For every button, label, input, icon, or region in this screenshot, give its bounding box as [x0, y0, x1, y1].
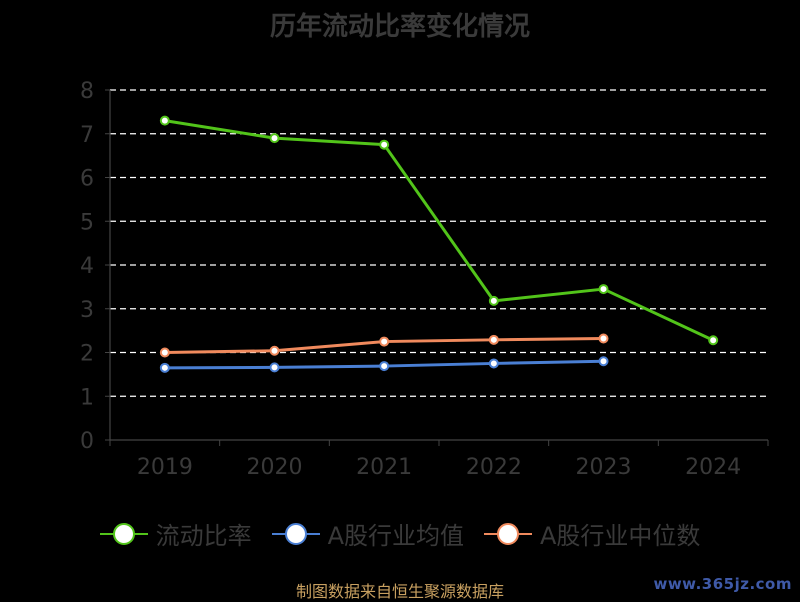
- series-group: [159, 115, 719, 373]
- y-tick-label: 4: [80, 254, 94, 279]
- data-point[interactable]: [598, 356, 609, 367]
- y-tick-label: 3: [80, 298, 94, 323]
- line-chart: 0 1 2 3 4 5 6 7 8 2019 2020 2021 2022 2023 2024: [80, 79, 769, 480]
- data-point[interactable]: [379, 361, 390, 372]
- x-tick-label: 2019: [137, 455, 193, 480]
- y-tick-label: 5: [80, 210, 94, 235]
- watermark: www.365jz.com: [653, 575, 792, 593]
- data-point[interactable]: [488, 334, 499, 345]
- y-tick-label: 0: [80, 429, 94, 454]
- legend-swatch-current-ratio: [99, 522, 148, 545]
- data-point[interactable]: [379, 336, 390, 347]
- data-point[interactable]: [598, 284, 609, 295]
- data-point[interactable]: [159, 347, 170, 358]
- data-point[interactable]: [269, 345, 280, 356]
- legend-item-industry-mean[interactable]: A股行业均值: [271, 516, 464, 551]
- data-point[interactable]: [488, 295, 499, 306]
- legend-label: 流动比率: [155, 522, 252, 550]
- series-line: [164, 119, 714, 342]
- y-tick-label: 8: [80, 79, 94, 104]
- data-point[interactable]: [488, 358, 499, 369]
- data-point[interactable]: [269, 362, 280, 373]
- legend: 流动比率 A股行业均值 A股行业中位数: [0, 516, 800, 551]
- x-tick-label: 2023: [576, 455, 632, 480]
- chart-title: 历年流动比率变化情况: [269, 12, 530, 42]
- y-tick-label: 6: [80, 167, 94, 192]
- data-point[interactable]: [379, 139, 390, 150]
- y-tick-label: 7: [80, 123, 94, 148]
- legend-swatch-industry-mean: [271, 522, 320, 545]
- x-tick-labels: 2019 2020 2021 2022 2023 2024: [137, 455, 741, 480]
- axes: [105, 89, 769, 446]
- x-tick-label: 2021: [356, 455, 412, 480]
- data-point[interactable]: [598, 333, 609, 344]
- data-point[interactable]: [159, 362, 170, 373]
- data-point[interactable]: [159, 115, 170, 126]
- x-tick-label: 2024: [685, 455, 741, 480]
- legend-item-industry-median[interactable]: A股行业中位数: [484, 516, 700, 551]
- legend-label: A股行业中位数: [540, 522, 701, 550]
- x-tick-label: 2020: [247, 455, 303, 480]
- legend-item-current-ratio[interactable]: 流动比率: [99, 516, 252, 551]
- legend-label: A股行业均值: [327, 522, 464, 550]
- data-point[interactable]: [708, 335, 719, 346]
- data-source-note: 制图数据来自恒生聚源数据库: [295, 582, 504, 601]
- data-point[interactable]: [269, 133, 280, 144]
- y-tick-label: 2: [80, 342, 94, 367]
- y-tick-label: 1: [80, 385, 94, 410]
- legend-swatch-industry-median: [484, 522, 532, 545]
- y-tick-labels: 0 1 2 3 4 5 6 7 8: [80, 79, 94, 454]
- x-tick-label: 2022: [466, 455, 522, 480]
